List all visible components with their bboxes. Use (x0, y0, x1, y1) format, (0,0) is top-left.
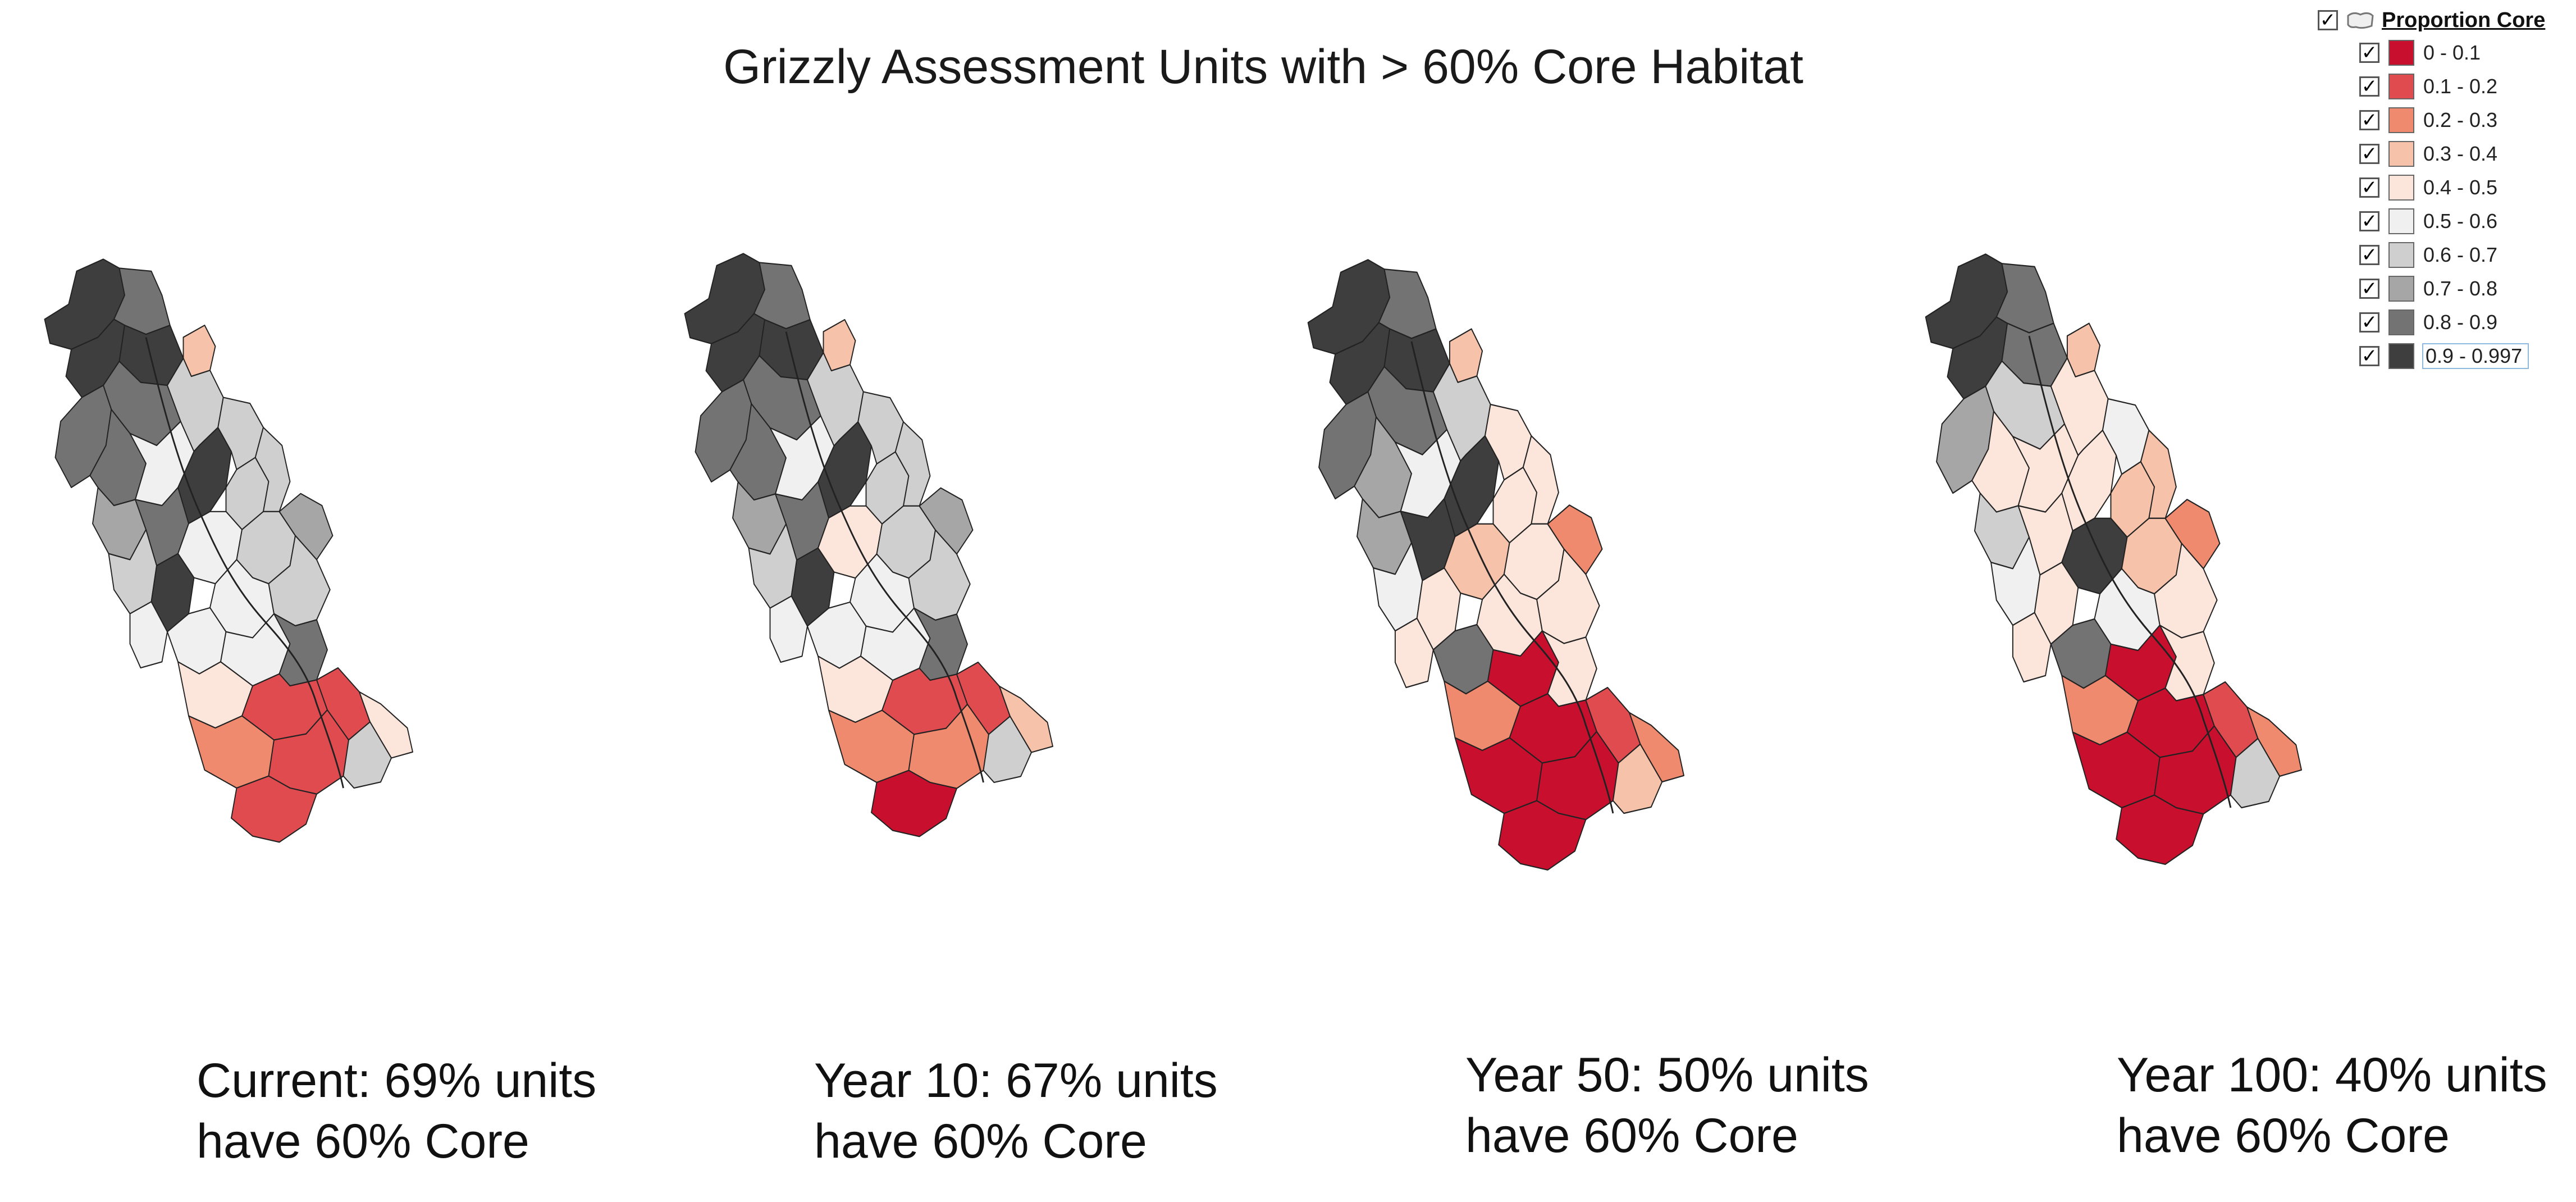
legend-item-label: 0 - 0.1 (2423, 41, 2481, 64)
legend-swatch (2388, 107, 2414, 133)
legend-swatch (2388, 242, 2414, 268)
map-panel-1 (684, 253, 1053, 837)
legend-layer-row[interactable]: ✓ Proportion Core (2318, 4, 2545, 36)
legend-item-label: 0.8 - 0.9 (2423, 311, 2498, 334)
legend-item[interactable]: ✓ 0.3 - 0.4 (2359, 139, 2497, 169)
checkbox-checked-icon[interactable]: ✓ (2359, 43, 2379, 63)
legend-item-label: 0.6 - 0.7 (2423, 243, 2498, 266)
assessment-unit (129, 601, 168, 669)
legend-item[interactable]: ✓ 0.2 - 0.3 (2359, 106, 2497, 135)
assessment-unit (1612, 743, 1663, 814)
caption-line-1: Current: 69% units (197, 1054, 597, 1108)
legend-item-label: 0.2 - 0.3 (2423, 108, 2498, 131)
caption-line-2: have 60% Core (814, 1114, 1147, 1168)
checkbox-checked-icon[interactable]: ✓ (2359, 346, 2379, 366)
caption-year-50: Year 50: 50% units have 60% Core (1465, 1045, 1869, 1166)
assessment-unit (2012, 612, 2052, 683)
assessment-unit (1394, 617, 1434, 689)
caption-year-10: Year 10: 67% units have 60% Core (814, 1050, 1218, 1172)
figure-title: Grizzly Assessment Units with > 60% Core… (723, 40, 1803, 94)
legend-item-label: 0.5 - 0.6 (2423, 210, 2498, 233)
legend-item-label: 0.1 - 0.2 (2423, 75, 2498, 98)
caption-line-1: Year 10: 67% units (814, 1054, 1218, 1108)
legend-item[interactable]: ✓ 0 - 0.1 (2359, 38, 2481, 67)
assessment-unit (342, 721, 392, 789)
legend-item[interactable]: ✓ 0.7 - 0.8 (2359, 274, 2497, 303)
legend-item[interactable]: ✓ 0.5 - 0.6 (2359, 207, 2497, 236)
checkbox-checked-icon[interactable]: ✓ (2359, 312, 2379, 333)
legend-item[interactable]: ✓ 0.9 - 0.997 (2359, 342, 2529, 371)
assessment-unit (871, 770, 957, 837)
assessment-unit (769, 595, 808, 663)
assessment-unit (1498, 800, 1587, 871)
checkbox-checked-icon[interactable]: ✓ (2359, 245, 2379, 265)
river-line (145, 337, 344, 789)
assessment-unit (2230, 737, 2281, 809)
checkbox-checked-icon[interactable]: ✓ (2359, 177, 2379, 198)
legend-item-label: 0.4 - 0.5 (2423, 176, 2498, 199)
legend-item-label: 0.9 - 0.997 (2422, 343, 2529, 369)
legend-layer-label: Proportion Core (2382, 8, 2546, 32)
legend-item[interactable]: ✓ 0.6 - 0.7 (2359, 240, 2497, 270)
river-line (1410, 341, 1614, 814)
legend-item[interactable]: ✓ 0.1 - 0.2 (2359, 72, 2497, 101)
river-line (2028, 335, 2232, 808)
caption-line-1: Year 100: 40% units (2117, 1048, 2547, 1102)
caption-year-100: Year 100: 40% units have 60% Core (2117, 1045, 2547, 1166)
legend-swatch (2388, 175, 2414, 201)
map-panel-0 (44, 258, 413, 843)
caption-line-2: have 60% Core (2117, 1109, 2450, 1163)
assessment-unit (231, 775, 317, 843)
checkbox-checked-icon[interactable]: ✓ (2318, 10, 2338, 30)
legend-swatch (2388, 141, 2414, 167)
assessment-unit (983, 716, 1032, 784)
caption-current: Current: 69% units have 60% Core (197, 1050, 596, 1172)
legend-swatch (2388, 40, 2414, 66)
legend-item-label: 0.3 - 0.4 (2423, 142, 2498, 165)
legend-item[interactable]: ✓ 0.8 - 0.9 (2359, 308, 2497, 337)
legend-item-label: 0.7 - 0.8 (2423, 277, 2498, 300)
legend-swatch (2388, 74, 2414, 99)
assessment-unit (2116, 794, 2204, 865)
caption-line-2: have 60% Core (197, 1114, 529, 1168)
map-panel-2 (1307, 259, 1684, 871)
checkbox-checked-icon[interactable]: ✓ (2359, 144, 2379, 164)
legend-panel: ✓ Proportion Core ✓ 0 - 0.1 ✓ 0.1 - 0.2 … (2318, 0, 2576, 382)
legend-swatch (2388, 343, 2414, 369)
polygon-layer-icon (2347, 12, 2374, 29)
river-line (785, 331, 984, 783)
caption-line-1: Year 50: 50% units (1465, 1048, 1869, 1102)
checkbox-checked-icon[interactable]: ✓ (2359, 76, 2379, 97)
caption-line-2: have 60% Core (1465, 1109, 1798, 1163)
checkbox-checked-icon[interactable]: ✓ (2359, 110, 2379, 130)
legend-swatch (2388, 276, 2414, 302)
checkbox-checked-icon[interactable]: ✓ (2359, 279, 2379, 299)
legend-item[interactable]: ✓ 0.4 - 0.5 (2359, 173, 2497, 202)
checkbox-checked-icon[interactable]: ✓ (2359, 211, 2379, 231)
map-panel-3 (1925, 253, 2302, 865)
legend-swatch (2388, 309, 2414, 335)
legend-swatch (2388, 208, 2414, 234)
